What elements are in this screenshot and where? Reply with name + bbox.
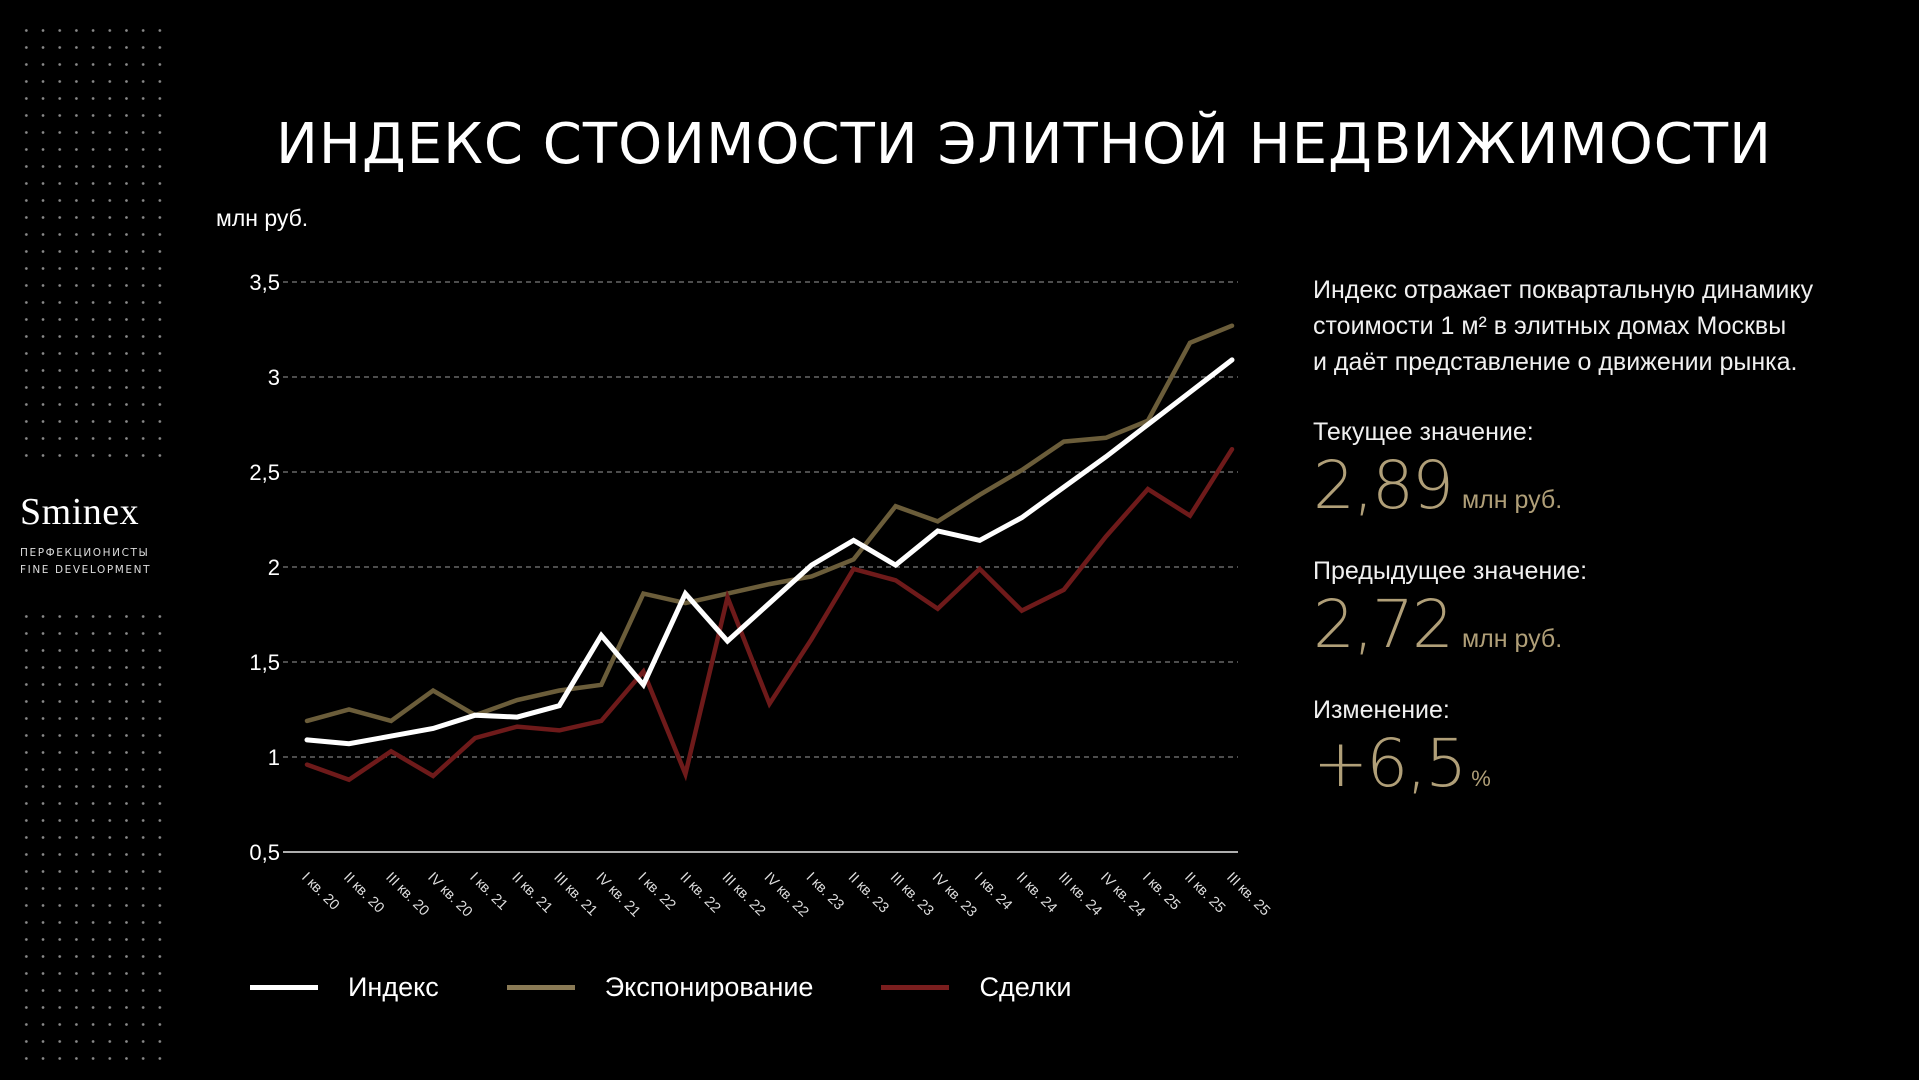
previous-value-number: 2,72 <box>1313 586 1454 663</box>
x-tick-label: IV кв. 21 <box>592 870 643 921</box>
legend-label-exposure: Экспонирование <box>604 972 814 1002</box>
legend-item-deals: Сделки <box>881 972 1071 1003</box>
x-tick-label: II кв. 20 <box>340 870 387 917</box>
x-tick-label: II кв. 21 <box>508 870 555 917</box>
legend-label-index: Индекс <box>348 972 439 1002</box>
x-tick-label: III кв. 22 <box>719 870 769 920</box>
legend-swatch-index <box>250 985 318 990</box>
previous-value-label: Предыдущее значение: <box>1313 557 1588 585</box>
info-panel: Индекс отражает поквартальную динамику с… <box>1313 272 1873 797</box>
decorative-dot-grid-top <box>18 22 168 462</box>
index-description: Индекс отражает поквартальную динамику с… <box>1313 272 1873 380</box>
previous-value: 2,72 млн руб. <box>1313 592 1873 658</box>
series-line-deals <box>304 446 1235 783</box>
series-line-index <box>304 357 1235 747</box>
x-tick-label: I кв. 20 <box>298 870 342 914</box>
y-tick-label: 3,5 <box>249 270 280 295</box>
current-value: 2,89 млн руб. <box>1313 453 1873 519</box>
y-tick-label: 1,5 <box>249 650 280 675</box>
x-tick-label: II кв. 23 <box>845 870 892 917</box>
change-value-unit: % <box>1471 766 1491 791</box>
brand-logo: Sminex ПЕРФЕКЦИОНИСТЫ FINE DEVELOPMENT <box>20 493 170 579</box>
change-value-number: +6,5 <box>1313 725 1467 802</box>
x-tick-label: III кв. 24 <box>1055 870 1105 920</box>
chart-legend: Индекс Экспонирование Сделки <box>250 972 1139 1003</box>
brand-tagline-ru: ПЕРФЕКЦИОНИСТЫ <box>20 547 150 559</box>
change-value: +6,5 % <box>1313 731 1873 797</box>
x-tick-label: II кв. 25 <box>1181 870 1228 917</box>
series-line-exposure <box>304 323 1235 724</box>
x-tick-label: III кв. 25 <box>1223 870 1273 920</box>
description-line-1: Индекс отражает поквартальную динамику <box>1313 276 1814 304</box>
x-tick-label: II кв. 24 <box>1013 870 1060 917</box>
decorative-dot-grid-bottom <box>18 608 168 1060</box>
legend-swatch-exposure <box>506 985 575 990</box>
y-tick-label: 2,5 <box>249 460 280 485</box>
brand-name: Sminex <box>20 491 140 533</box>
x-tick-label: III кв. 20 <box>382 870 432 920</box>
y-tick-label: 3 <box>268 365 280 390</box>
x-tick-label: II кв. 22 <box>677 870 724 917</box>
current-value-label: Текущее значение: <box>1313 418 1534 446</box>
y-tick-label: 0,5 <box>249 840 280 865</box>
x-tick-label: IV кв. 23 <box>929 870 980 921</box>
x-tick-label: III кв. 23 <box>887 870 937 920</box>
legend-swatch-deals <box>881 985 950 990</box>
x-tick-label: III кв. 21 <box>550 870 600 920</box>
current-value-number: 2,89 <box>1313 447 1454 524</box>
description-line-3: и даёт представление о движении рынка. <box>1313 348 1798 376</box>
y-tick-label: 2 <box>268 555 280 580</box>
x-tick-label: IV кв. 20 <box>424 870 475 921</box>
page-title: ИНДЕКС СТОИМОСТИ ЭЛИТНОЙ НЕДВИЖИМОСТИ <box>276 111 1773 177</box>
x-tick-label: IV кв. 24 <box>1097 870 1148 921</box>
legend-item-exposure: Экспонирование <box>506 972 814 1003</box>
x-tick-label: IV кв. 22 <box>761 870 812 921</box>
current-value-unit: млн руб. <box>1461 486 1563 514</box>
legend-item-index: Индекс <box>250 972 439 1003</box>
change-label: Изменение: <box>1313 696 1450 724</box>
legend-label-deals: Сделки <box>979 972 1072 1002</box>
y-tick-label: 1 <box>268 745 280 770</box>
description-line-2: стоимости 1 м² в элитных домах Москвы <box>1313 312 1787 340</box>
brand-tagline-en: FINE DEVELOPMENT <box>20 564 152 576</box>
previous-value-unit: млн руб. <box>1461 625 1563 653</box>
y-axis-unit-label: млн руб. <box>216 205 309 231</box>
brand-tagline: ПЕРФЕКЦИОНИСТЫ FINE DEVELOPMENT <box>20 545 170 579</box>
